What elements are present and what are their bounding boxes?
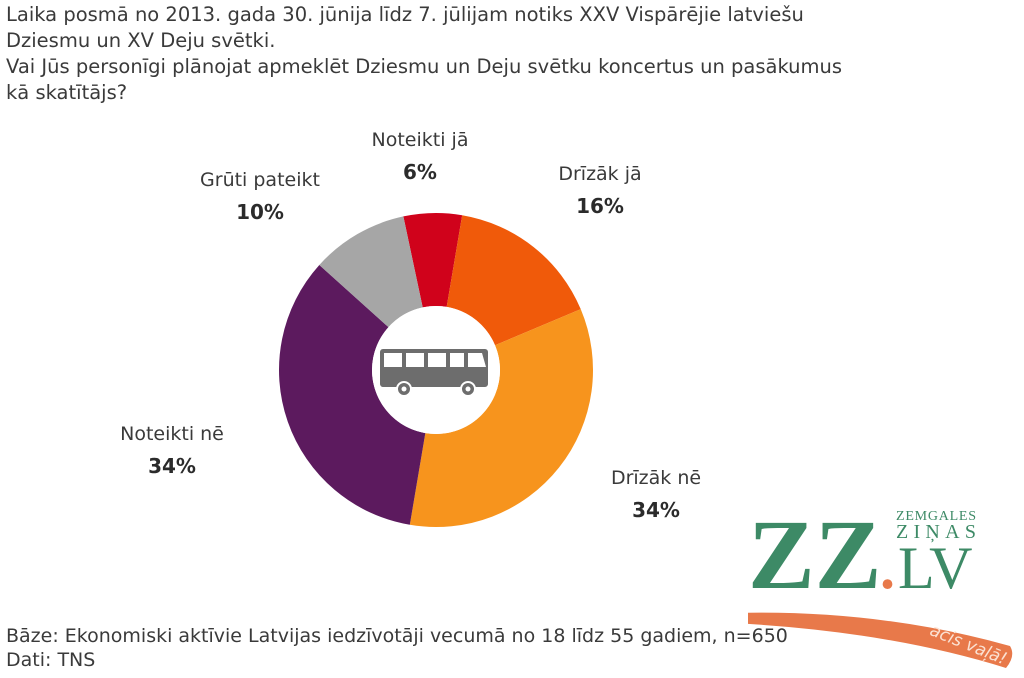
logo-dot: .	[880, 535, 895, 601]
zz-lv-logo: ZZ . LV ZEMGALES ZIŅAS acis vaļā!	[748, 499, 1013, 669]
label-value: 16%	[576, 194, 624, 218]
footer-base: Bāze: Ekonomiski aktīvie Latvijas iedzīv…	[6, 625, 788, 647]
label-drizak-ne: Drīzāk nē 34%	[576, 462, 736, 526]
label-name: Noteikti jā	[371, 129, 469, 151]
donut-slice-noteikti-nē	[279, 264, 426, 525]
logo-swoosh	[748, 612, 1013, 668]
label-name: Drīzāk nē	[610, 467, 702, 489]
label-gruti-pateikt: Grūti pateikt 10%	[160, 164, 360, 228]
label-value: 6%	[403, 160, 437, 184]
question-line-2: Dziesmu un XV Deju svētki.	[6, 29, 276, 52]
label-name: Drīzāk jā	[558, 163, 642, 185]
label-value: 34%	[148, 454, 196, 478]
label-value: 34%	[632, 498, 680, 522]
logo-small-bottom: ZIŅAS	[896, 521, 976, 543]
label-drizak-ja: Drīzāk jā 16%	[520, 158, 680, 222]
bus-icon	[380, 349, 488, 397]
label-noteikti-ne: Noteikti nē 34%	[92, 418, 252, 482]
donut-slice-grūti-pateikt	[319, 216, 423, 328]
question-line-1: Laika posmā no 2013. gada 30. jūnija līd…	[6, 3, 804, 26]
label-value: 10%	[236, 200, 284, 224]
logo-tld: LV	[898, 535, 972, 601]
donut-slice-drīzāk-nē	[409, 309, 594, 527]
donut-slices	[279, 213, 594, 527]
donut-slice-drīzāk-jā	[446, 215, 581, 346]
question-line-4: kā skatītājs?	[6, 81, 128, 104]
logo-small-top: ZEMGALES	[896, 509, 976, 524]
donut-slice-noteikti-jā	[403, 213, 463, 308]
label-noteikti-ja: Noteikti jā 6%	[340, 124, 500, 188]
label-name: Grūti pateikt	[200, 169, 320, 191]
chart-question: Laika posmā no 2013. gada 30. jūnija līd…	[6, 2, 1016, 106]
chart-footer: Bāze: Ekonomiski aktīvie Latvijas iedzīv…	[6, 624, 788, 672]
footer-source: Dati: TNS	[6, 649, 96, 671]
logo-zz: ZZ	[748, 499, 881, 610]
question-line-3: Vai Jūs personīgi plānojat apmeklēt Dzie…	[6, 55, 843, 78]
label-name: Noteikti nē	[120, 423, 224, 445]
